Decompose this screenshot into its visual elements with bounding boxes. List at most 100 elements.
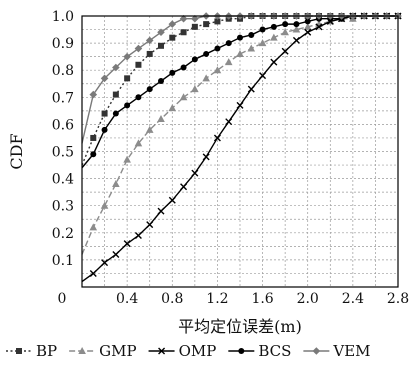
data-point-bcs bbox=[169, 69, 176, 76]
tick-labels: 0 0.4 0.8 1.2 1.6 2.0 2.4 2.8 0.1 0.2 0.3 0.4 0.5 0.6… bbox=[52, 9, 409, 307]
y-tick-label: 0.9 bbox=[52, 36, 74, 52]
data-point-omp bbox=[236, 101, 244, 109]
data-point-gmp bbox=[270, 33, 278, 41]
data-point-omp bbox=[112, 250, 120, 258]
series-gmp bbox=[81, 12, 402, 255]
data-point-vem bbox=[145, 36, 154, 45]
data-point-bcs bbox=[146, 86, 153, 93]
data-point-bcs bbox=[225, 40, 232, 47]
data-point-vem bbox=[168, 20, 177, 28]
legend-item-omp: OMP bbox=[148, 342, 217, 360]
data-point-omp bbox=[247, 85, 255, 93]
data-point-bcs bbox=[90, 151, 97, 158]
data-point-bp bbox=[169, 34, 176, 41]
series-layer bbox=[81, 12, 402, 283]
y-tick-label: 1.0 bbox=[52, 9, 74, 25]
data-point-bcs bbox=[214, 45, 221, 52]
legend-marker-omp bbox=[158, 347, 166, 355]
data-point-vem bbox=[191, 14, 199, 23]
data-point-gmp bbox=[168, 104, 177, 112]
y-tick-label: 0.5 bbox=[52, 145, 74, 161]
legend-marker-gmp bbox=[78, 347, 86, 354]
legend-label-bcs: BCS bbox=[258, 342, 291, 360]
data-point-bp bbox=[214, 18, 221, 25]
y-axis-title: CDF bbox=[7, 133, 26, 169]
x-tick-label: 2.0 bbox=[297, 291, 319, 307]
x-tick-label: 1.2 bbox=[206, 291, 228, 307]
y-tick-label: 0.7 bbox=[52, 90, 74, 106]
legend: BP GMP OMP BCS VEM bbox=[6, 342, 371, 360]
data-point-bcs bbox=[101, 126, 108, 133]
data-point-vem bbox=[112, 63, 120, 72]
data-point-bcs bbox=[248, 31, 255, 38]
data-point-omp bbox=[281, 47, 289, 55]
y-tick-label: 0.2 bbox=[52, 226, 74, 242]
legend-marker-bp bbox=[16, 348, 22, 354]
data-point-bcs bbox=[270, 23, 277, 30]
data-point-gmp bbox=[123, 155, 131, 163]
data-point-omp bbox=[259, 72, 267, 80]
x-tick-label: 2.8 bbox=[387, 291, 409, 307]
data-point-omp bbox=[213, 134, 221, 142]
data-point-bp bbox=[158, 42, 164, 49]
data-point-bp bbox=[203, 21, 210, 28]
legend-label-gmp: GMP bbox=[99, 342, 136, 360]
data-point-omp bbox=[168, 196, 176, 204]
data-point-omp bbox=[304, 28, 312, 36]
legend-item-gmp: GMP bbox=[69, 342, 137, 360]
data-point-omp bbox=[270, 58, 278, 66]
data-point-bcs bbox=[180, 64, 187, 71]
data-point-gmp bbox=[89, 223, 98, 231]
data-point-omp bbox=[89, 269, 97, 277]
x-axis-title: 平均定位误差(m) bbox=[178, 317, 302, 336]
x-tick-label: 1.6 bbox=[251, 291, 273, 307]
data-point-gmp bbox=[213, 66, 222, 74]
x-tick-label: 0.4 bbox=[116, 291, 138, 307]
data-point-bp bbox=[112, 91, 119, 98]
data-point-bp bbox=[191, 23, 198, 30]
legend-label-omp: OMP bbox=[179, 342, 217, 360]
data-point-vem bbox=[179, 14, 188, 23]
data-point-bcs bbox=[259, 26, 266, 33]
data-point-gmp bbox=[134, 139, 143, 147]
legend-item-vem: VEM bbox=[303, 342, 371, 360]
y-tick-label: 0.8 bbox=[52, 63, 74, 79]
data-point-gmp bbox=[292, 25, 301, 33]
data-point-gmp bbox=[247, 44, 256, 52]
legend-marker-vem bbox=[312, 347, 321, 355]
data-point-gmp bbox=[236, 49, 244, 57]
data-point-vem bbox=[134, 44, 143, 53]
x-tick-label: 0.8 bbox=[161, 291, 183, 307]
data-point-bcs bbox=[203, 50, 210, 57]
data-point-omp bbox=[225, 118, 233, 126]
data-point-bcs bbox=[237, 34, 243, 41]
data-point-gmp bbox=[157, 114, 165, 122]
data-point-bcs bbox=[293, 21, 300, 28]
data-point-omp bbox=[123, 240, 131, 248]
data-point-gmp bbox=[202, 74, 210, 82]
x-tick-label: 2.4 bbox=[342, 291, 364, 307]
data-point-bcs bbox=[191, 56, 198, 63]
data-point-bcs bbox=[135, 94, 142, 101]
data-point-vem bbox=[89, 90, 98, 99]
y-tick-label: 0.6 bbox=[52, 117, 74, 133]
data-point-bcs bbox=[304, 18, 311, 25]
data-point-bp bbox=[146, 50, 153, 57]
legend-label-bp: BP bbox=[36, 342, 57, 360]
data-point-omp bbox=[134, 232, 142, 240]
data-point-omp bbox=[180, 183, 188, 191]
data-point-gmp bbox=[281, 28, 289, 36]
legend-item-bp: BP bbox=[6, 342, 57, 360]
data-point-omp bbox=[315, 23, 323, 31]
data-point-omp bbox=[157, 207, 165, 215]
data-point-omp bbox=[146, 221, 154, 229]
data-point-bcs bbox=[124, 102, 131, 109]
data-point-bcs bbox=[112, 110, 119, 117]
data-point-gmp bbox=[303, 22, 312, 30]
data-point-bcs bbox=[282, 21, 289, 28]
data-point-gmp bbox=[179, 93, 188, 101]
y-tick-label: 0.1 bbox=[52, 253, 74, 269]
data-point-omp bbox=[202, 153, 210, 161]
x-tick-label: 0 bbox=[58, 291, 67, 307]
data-point-bp bbox=[135, 61, 142, 68]
